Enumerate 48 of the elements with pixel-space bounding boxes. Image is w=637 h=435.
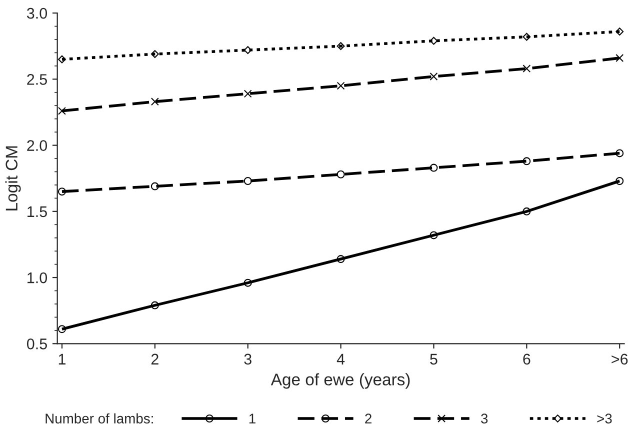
point xyxy=(616,177,624,185)
point xyxy=(58,325,66,334)
point xyxy=(430,164,438,172)
x-tick-label: 3 xyxy=(244,354,252,365)
point xyxy=(616,149,624,158)
point xyxy=(430,231,438,240)
point xyxy=(522,32,531,41)
point xyxy=(430,36,438,45)
x-tick-label: 6 xyxy=(523,354,530,365)
point xyxy=(244,90,252,98)
y-tick-label: 2.0 xyxy=(27,140,48,151)
point xyxy=(336,255,345,264)
point xyxy=(336,42,345,50)
point xyxy=(522,207,531,216)
point xyxy=(150,50,159,58)
point xyxy=(430,72,438,81)
point xyxy=(522,64,531,73)
y-tick-label: 3.0 xyxy=(26,8,48,19)
y-tick-label: 2.5 xyxy=(27,74,47,85)
legend-label: 3 xyxy=(481,414,488,424)
point xyxy=(616,54,624,62)
point xyxy=(244,177,252,185)
legend-label: >3 xyxy=(597,414,612,424)
x-tick-label: 4 xyxy=(336,354,345,364)
x-tick-label: >6 xyxy=(612,354,628,365)
point xyxy=(58,106,66,115)
point xyxy=(58,188,66,196)
point xyxy=(244,46,252,54)
legend-title: Number of lambs: xyxy=(46,413,153,424)
point xyxy=(522,157,531,166)
y-axis-title: Logit CM xyxy=(5,146,21,210)
point xyxy=(616,28,624,36)
x-tick-label: 2 xyxy=(151,354,158,364)
point xyxy=(150,98,159,106)
point xyxy=(336,170,345,178)
y-tick-label: 1.5 xyxy=(28,206,47,218)
x-tick-label: 5 xyxy=(430,354,438,365)
point xyxy=(336,82,345,90)
x-axis-title: Age of ewe (years) xyxy=(270,373,410,389)
point xyxy=(58,55,66,64)
legend-label: 2 xyxy=(365,414,372,424)
point xyxy=(150,182,159,190)
point xyxy=(150,301,159,310)
point xyxy=(244,278,252,287)
legend-label: 1 xyxy=(249,414,256,424)
y-tick-label: 0.5 xyxy=(26,338,47,350)
y-tick-label: 1.0 xyxy=(28,272,48,284)
x-tick-label: 1 xyxy=(58,354,66,364)
